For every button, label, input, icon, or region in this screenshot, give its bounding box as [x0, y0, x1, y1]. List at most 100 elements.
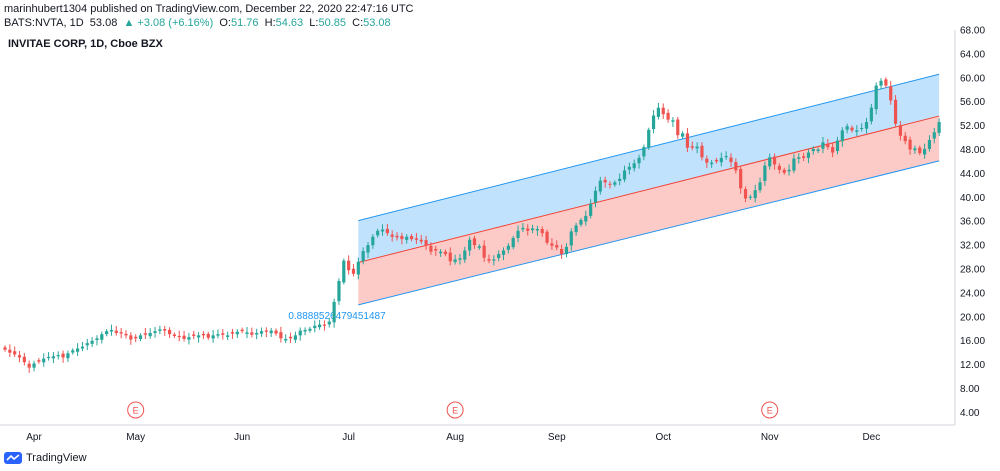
candle-body[interactable]	[826, 143, 830, 148]
candle-body[interactable]	[279, 332, 283, 339]
candle-body[interactable]	[468, 239, 472, 251]
candle-body[interactable]	[511, 237, 515, 248]
candle-body[interactable]	[753, 190, 757, 199]
candle-body[interactable]	[366, 245, 370, 253]
candle-body[interactable]	[647, 129, 651, 148]
candle-body[interactable]	[448, 252, 452, 262]
candle-body[interactable]	[109, 329, 114, 332]
candle-body[interactable]	[37, 360, 41, 362]
candle-body[interactable]	[656, 107, 660, 117]
candle-body[interactable]	[472, 238, 477, 246]
candle-body[interactable]	[530, 228, 535, 231]
candle-body[interactable]	[284, 338, 288, 341]
candle-body[interactable]	[303, 329, 307, 332]
candle-body[interactable]	[182, 335, 186, 339]
candle-body[interactable]	[613, 182, 617, 185]
candle-body[interactable]	[661, 107, 665, 115]
candle-body[interactable]	[95, 338, 99, 341]
candle-body[interactable]	[743, 189, 748, 199]
candle-body[interactable]	[816, 149, 820, 152]
candle-body[interactable]	[100, 334, 104, 340]
candle-body[interactable]	[85, 343, 89, 346]
candle-body[interactable]	[637, 157, 641, 164]
candle-body[interactable]	[463, 250, 467, 260]
candle-body[interactable]	[327, 321, 331, 325]
candle-body[interactable]	[211, 335, 215, 339]
candle-body[interactable]	[400, 235, 404, 240]
candle-body[interactable]	[240, 329, 244, 332]
candle-body[interactable]	[889, 86, 893, 101]
candle-body[interactable]	[739, 168, 743, 189]
candle-body[interactable]	[148, 332, 152, 337]
candle-body[interactable]	[129, 335, 133, 340]
candle-body[interactable]	[772, 156, 777, 165]
candle-body[interactable]	[681, 133, 685, 137]
candle-body[interactable]	[850, 127, 854, 131]
candle-body[interactable]	[380, 229, 385, 232]
candle-body[interactable]	[593, 190, 598, 203]
candle-body[interactable]	[923, 148, 927, 155]
candle-body[interactable]	[758, 182, 762, 191]
candle-body[interactable]	[8, 349, 12, 353]
candle-body[interactable]	[172, 334, 176, 336]
candle-body[interactable]	[724, 156, 728, 158]
candle-body[interactable]	[642, 147, 646, 157]
candle-body[interactable]	[574, 225, 578, 233]
candle-body[interactable]	[855, 130, 859, 132]
candle-body[interactable]	[584, 215, 588, 222]
candle-body[interactable]	[76, 348, 80, 352]
candle-body[interactable]	[526, 228, 530, 231]
candle-body[interactable]	[777, 165, 781, 170]
candle-body[interactable]	[201, 333, 206, 336]
candle-body[interactable]	[56, 355, 60, 357]
candle-body[interactable]	[153, 331, 157, 333]
candle-body[interactable]	[893, 99, 898, 124]
candle-body[interactable]	[313, 325, 317, 329]
candle-body[interactable]	[66, 353, 70, 359]
candle-body[interactable]	[913, 148, 917, 151]
candle-body[interactable]	[269, 330, 273, 334]
candle-body[interactable]	[603, 179, 607, 183]
candle-body[interactable]	[666, 112, 670, 120]
candle-body[interactable]	[337, 280, 341, 302]
candle-body[interactable]	[187, 337, 191, 340]
candle-body[interactable]	[874, 85, 878, 110]
candle-body[interactable]	[550, 243, 554, 246]
candle-body[interactable]	[177, 335, 181, 338]
candle-body[interactable]	[763, 165, 767, 181]
candle-body[interactable]	[782, 169, 786, 173]
candle-body[interactable]	[288, 336, 293, 339]
candle-body[interactable]	[197, 335, 201, 338]
candle-body[interactable]	[22, 356, 26, 363]
channel-lower-line[interactable]	[358, 160, 940, 306]
candle-body[interactable]	[332, 301, 336, 323]
candle-body[interactable]	[879, 80, 883, 86]
candle-body[interactable]	[405, 236, 409, 240]
candle-body[interactable]	[221, 333, 225, 335]
candle-body[interactable]	[17, 355, 22, 358]
candle-body[interactable]	[119, 332, 123, 334]
candle-body[interactable]	[598, 180, 602, 192]
candle-body[interactable]	[3, 347, 7, 350]
candle-body[interactable]	[560, 248, 564, 255]
candle-body[interactable]	[651, 115, 656, 130]
candle-body[interactable]	[477, 246, 481, 248]
candle-body[interactable]	[453, 259, 457, 262]
candle-body[interactable]	[163, 329, 167, 331]
candle-body[interactable]	[385, 228, 389, 234]
candle-body[interactable]	[860, 128, 864, 130]
candle-body[interactable]	[710, 162, 714, 165]
candle-body[interactable]	[690, 146, 694, 148]
candle-body[interactable]	[884, 79, 888, 86]
candle-body[interactable]	[434, 249, 438, 251]
candle-body[interactable]	[768, 157, 772, 167]
candle-body[interactable]	[685, 133, 690, 148]
candle-body[interactable]	[840, 130, 844, 142]
candle-body[interactable]	[429, 245, 433, 252]
candle-body[interactable]	[206, 333, 210, 338]
candle-body[interactable]	[143, 333, 147, 335]
candle-body[interactable]	[802, 156, 806, 158]
candle-body[interactable]	[540, 228, 544, 234]
candle-body[interactable]	[811, 148, 815, 152]
candle-body[interactable]	[371, 236, 375, 246]
